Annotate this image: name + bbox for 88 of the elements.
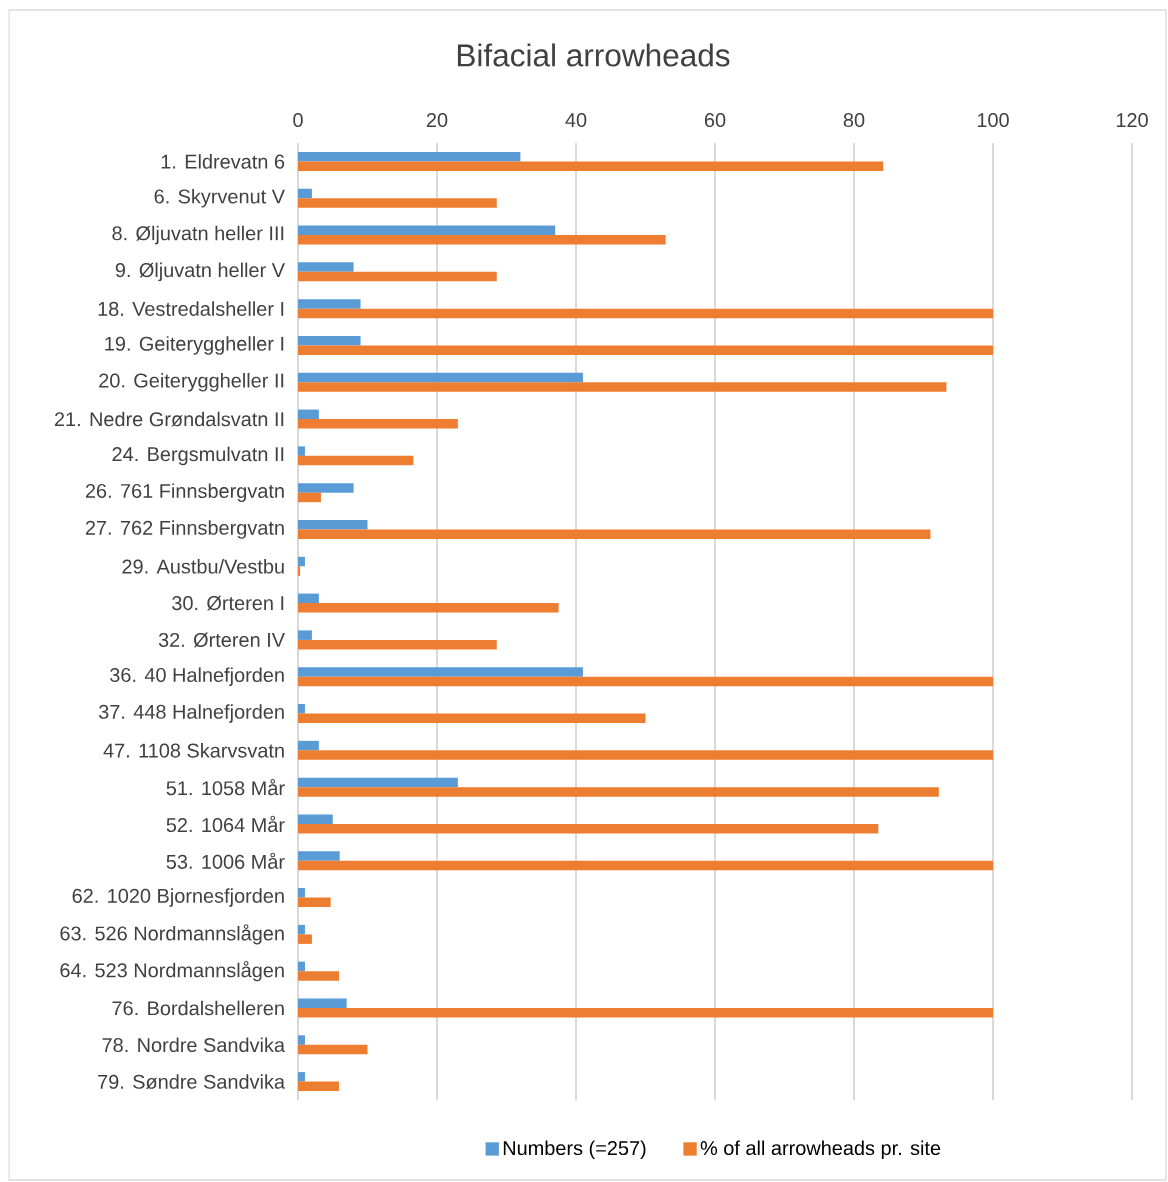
y-tick-label: 26. 761 Finnsbergvatn	[85, 483, 284, 502]
bar	[298, 676, 994, 687]
bar	[298, 1072, 305, 1082]
bar	[298, 713, 646, 724]
bar	[298, 740, 319, 751]
bar	[298, 1007, 994, 1018]
bar	[298, 1044, 368, 1055]
y-tick-label: 47. 1108 Skarvsvatn	[103, 743, 284, 758]
bar	[298, 345, 994, 355]
bar	[298, 777, 458, 788]
bar	[298, 630, 312, 640]
x-tick-label: 20	[426, 113, 448, 128]
y-tick-label: 29. Austbu/Vestbu	[122, 558, 284, 574]
y-tick-label: 36. 40 Halnefjorden	[110, 667, 284, 687]
bar	[298, 419, 458, 429]
bar	[298, 446, 305, 456]
x-tick-label: 120	[1116, 113, 1148, 128]
bar	[298, 1035, 305, 1045]
bar	[298, 704, 305, 714]
y-tick-label: 9. Øljuvatn heller V	[115, 262, 285, 282]
bar	[298, 335, 361, 346]
bar	[298, 888, 305, 898]
y-tick-label: 79. Søndre Sandvika	[98, 1074, 286, 1090]
bar	[298, 556, 305, 567]
y-tick-label: 27. 762 Finnsbergvatn	[85, 520, 284, 539]
y-tick-label: 24. Bergsmulvatn II	[112, 446, 284, 466]
bar	[298, 235, 666, 245]
y-tick-label: 18. Vestredalsheller I	[98, 301, 284, 316]
y-tick-label: 51. 1058 Mår	[166, 779, 285, 796]
y-tick-label: 19. Geiteryggheller I	[105, 336, 284, 355]
bar	[298, 372, 583, 383]
bar	[298, 198, 497, 208]
bar	[298, 750, 994, 760]
y-tick-label: 62. 1020 Bjornesfjorden	[72, 888, 284, 907]
bar	[298, 271, 497, 282]
bar	[298, 382, 947, 392]
legend-label: % of all arrowheads pr. site	[700, 1140, 941, 1160]
x-tick-label: 40	[565, 113, 587, 128]
y-tick-label: 53. 1006 Mår	[166, 852, 285, 869]
bar	[298, 151, 521, 162]
bar	[298, 934, 312, 944]
bar	[298, 483, 354, 493]
bar	[298, 161, 884, 171]
y-tick-label: 63. 526 Nordmannslågen	[60, 924, 284, 945]
bar	[298, 262, 354, 272]
bar	[298, 814, 333, 824]
y-tick-label: 20. Geiteryggheller II	[99, 372, 284, 392]
bar	[298, 455, 414, 466]
bar	[298, 897, 331, 908]
legend-label: Numbers (=257)	[503, 1140, 646, 1160]
bar	[298, 639, 497, 650]
bar	[298, 961, 305, 972]
y-tick-label: 8. Øljuvatn heller III	[112, 225, 284, 245]
bar	[298, 971, 339, 981]
y-tick-label: 52. 1064 Mår	[166, 815, 285, 833]
x-tick-label: 0	[293, 113, 303, 128]
y-tick-label: 30. Ørteren I	[172, 595, 284, 611]
y-tick-label: 37. 448 Halnefjorden	[98, 704, 284, 723]
bar	[298, 308, 994, 319]
bar	[298, 924, 305, 935]
y-tick-label: 76. Bordalshelleren	[112, 1000, 284, 1016]
bar	[298, 529, 931, 539]
bar	[298, 603, 559, 613]
chart-title: Bifacial arrowheads	[457, 43, 730, 67]
bar	[298, 860, 994, 871]
bar	[298, 225, 556, 236]
bar	[298, 299, 361, 309]
bar	[298, 823, 879, 834]
bar	[298, 787, 939, 797]
bar	[298, 492, 321, 503]
bar	[298, 593, 319, 604]
x-tick-label: 80	[843, 113, 865, 128]
bar	[298, 851, 340, 861]
bar	[298, 188, 312, 199]
x-tick-label: 60	[704, 113, 726, 128]
bar	[298, 519, 368, 530]
y-tick-label: 21. Nedre Grøndalsvatn II	[54, 411, 284, 427]
bar	[298, 409, 319, 420]
bar	[298, 667, 583, 677]
y-tick-label: 32. Ørteren IV	[158, 632, 285, 648]
bar	[298, 998, 347, 1008]
y-tick-label: 78. Nordre Sandvika	[102, 1037, 285, 1053]
bar	[298, 1081, 339, 1092]
y-tick-label: 64. 523 Nordmannslågen	[60, 961, 284, 982]
y-tick-label: 1. Eldrevatn 6	[161, 154, 285, 169]
y-tick-label: 6. Skyrvenut V	[154, 188, 285, 208]
bar	[298, 566, 301, 576]
x-tick-label: 100	[977, 113, 1009, 128]
